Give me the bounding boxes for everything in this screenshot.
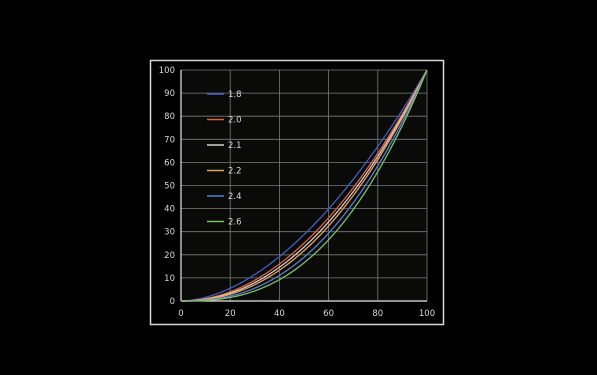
x-tick-label: 0 [178,309,183,319]
tick-labels: 0 20 40 60 80 100 0 10 20 30 40 50 60 70 80 90 100 [159,66,435,319]
series-line-2.0 [180,69,428,302]
y-tick-label: 0 [170,297,175,307]
y-tick-label: 10 [164,274,175,284]
x-tick-label: 20 [225,309,236,319]
grid [181,69,428,301]
series-line-1.8 [180,69,428,302]
series-lines [180,69,428,302]
legend-label-2.6: 2.6 [228,218,242,228]
legend: 1.8 2.0 2.1 2.2 2.4 2.6 [207,90,242,228]
legend-label-1.8: 1.8 [228,90,242,100]
y-tick-label: 80 [164,112,175,122]
y-tick-label: 70 [164,135,175,145]
y-tick-label: 90 [164,89,175,99]
y-tick-label: 30 [164,228,175,238]
series-line-2.4 [181,69,428,302]
x-tick-label: 40 [274,309,285,319]
y-tick-label: 60 [164,158,175,168]
y-tick-label: 100 [159,66,175,76]
series-line-2.1 [180,69,428,302]
x-tick-label: 60 [323,309,334,319]
series-line-2.6 [181,69,428,302]
y-tick-label: 40 [164,205,175,215]
chart-frame [149,59,445,326]
x-tick-label: 80 [372,309,383,319]
legend-label-2.2: 2.2 [228,167,242,177]
x-tick-label: 100 [419,309,435,319]
y-tick-label: 50 [164,182,175,192]
y-tick-label: 20 [164,251,175,261]
legend-label-2.4: 2.4 [228,192,242,202]
legend-label-2.1: 2.1 [228,141,242,151]
series-line-2.2 [180,69,428,302]
axes [180,70,427,302]
legend-label-2.0: 2.0 [228,116,242,126]
